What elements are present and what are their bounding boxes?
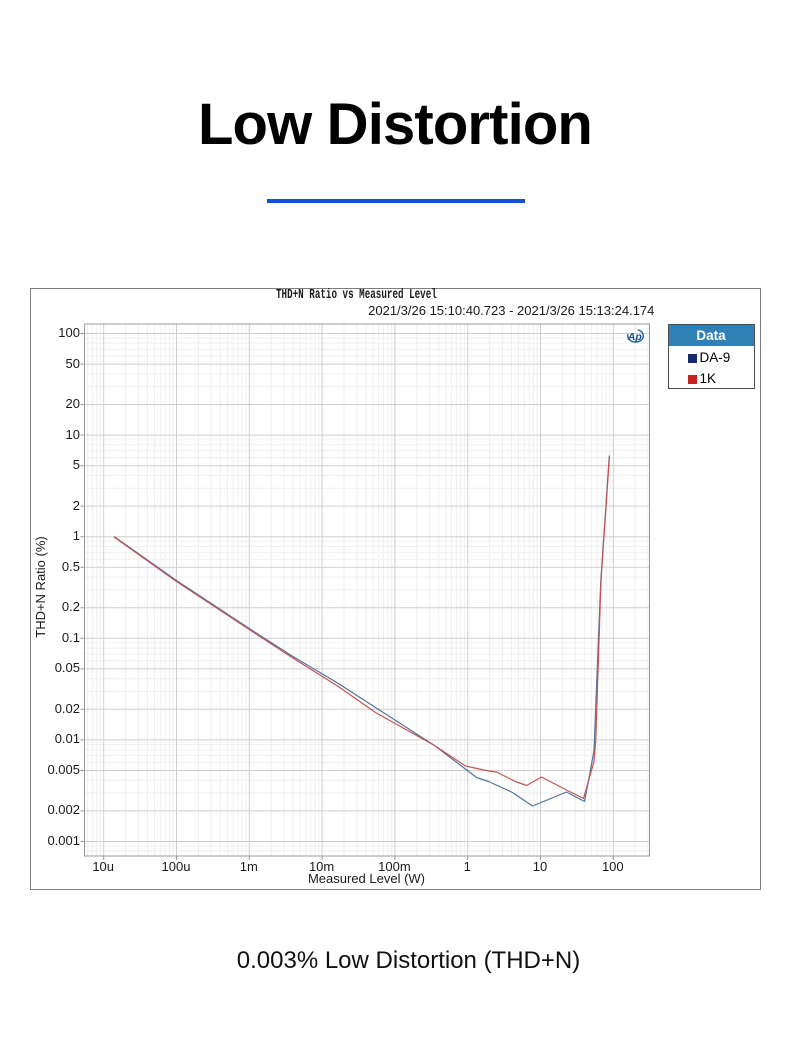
svg-text:Ap: Ap (626, 330, 642, 342)
